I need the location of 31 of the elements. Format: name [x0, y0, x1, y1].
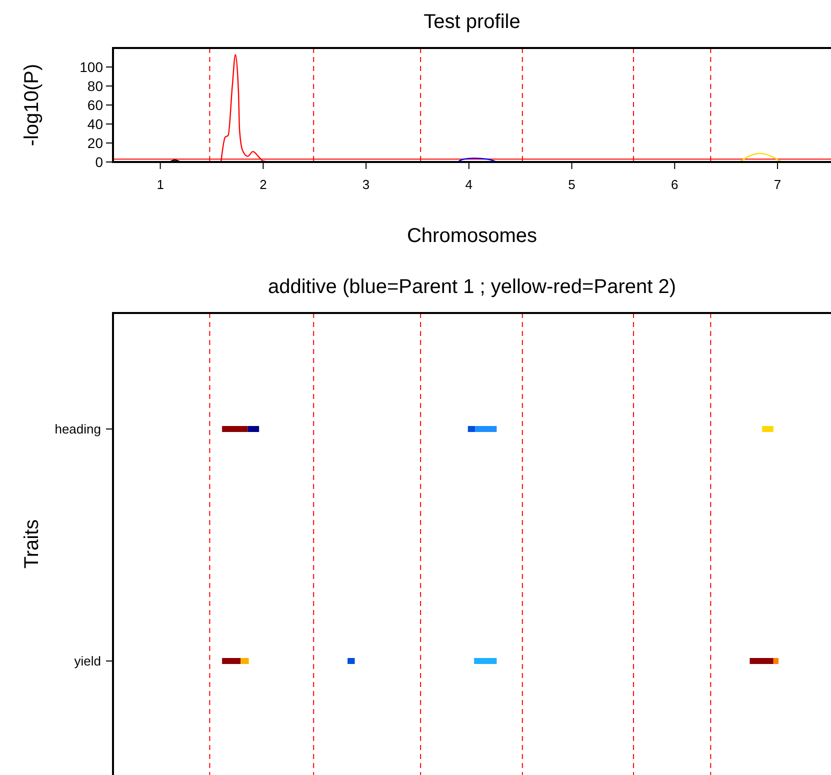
x-tick-label: 5 [568, 177, 576, 192]
x-tick-label: 1 [156, 177, 164, 192]
y-axis-title: Traits [21, 519, 43, 569]
x-axis-title: Chromosomes [406, 225, 538, 247]
y-axis-title: -log10(P) [21, 64, 43, 146]
chart-title: Test profile [424, 11, 520, 33]
y-tick-label: 40 [87, 116, 104, 132]
y-tick-label: 60 [87, 96, 104, 113]
bar [240, 658, 249, 664]
y-tick-label: 20 [87, 134, 104, 151]
bar [773, 658, 779, 664]
y-tick-label: heading [54, 422, 101, 437]
bar [222, 426, 248, 432]
x-tick-label: 7 [774, 177, 782, 192]
bar [348, 658, 355, 664]
bar [468, 426, 476, 432]
y-tick-label: 100 [80, 58, 104, 75]
bar [762, 426, 774, 432]
y-tick-label: 80 [87, 78, 104, 94]
y-tick-label: yield [74, 654, 101, 669]
y-tick-label: 0 [95, 154, 104, 170]
x-tick-label: 2 [260, 177, 267, 192]
bar [750, 658, 774, 664]
bar [248, 426, 260, 432]
x-tick-label: 6 [671, 177, 678, 192]
bar [222, 658, 241, 664]
x-tick-label: 3 [362, 177, 370, 192]
bar [474, 658, 497, 664]
x-tick-label: 4 [465, 177, 473, 192]
chart-title: additive (blue=Parent 1 ; yellow-red=Parent 2) [268, 276, 676, 298]
bar [475, 426, 497, 432]
